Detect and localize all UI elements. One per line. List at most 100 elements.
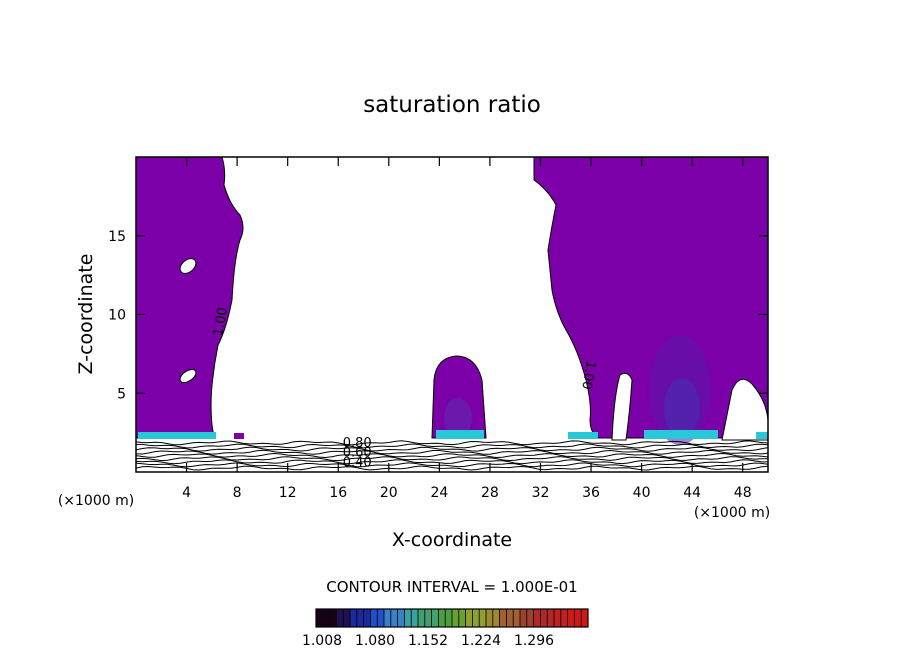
colorbar-cell xyxy=(445,609,453,627)
x-tick-label: 4 xyxy=(182,485,191,501)
hole-1 xyxy=(179,258,197,274)
colorbar-cell xyxy=(418,609,426,627)
y-tick-label: 5 xyxy=(117,386,126,402)
colorbar-cell xyxy=(513,609,521,627)
contour-label: 1.00 xyxy=(211,306,231,337)
small-patch xyxy=(234,433,244,439)
x-tick-label: 48 xyxy=(734,485,752,501)
colorbar-cell xyxy=(581,609,589,627)
colorbar-cell xyxy=(560,609,569,627)
colorbar-cell xyxy=(533,609,541,627)
x-tick-label: 16 xyxy=(329,485,347,501)
contour-line xyxy=(135,456,768,462)
colorbar-labels: 1.008 1.080 1.152 1.224 1.296 xyxy=(302,633,554,649)
center-cloud-core xyxy=(444,398,472,438)
colorbar-cell xyxy=(452,609,460,627)
colorbar-cell xyxy=(329,609,337,627)
supersaturated-regions xyxy=(135,156,769,445)
contour-lines xyxy=(135,440,769,471)
contour-label: 1.00 xyxy=(578,359,598,390)
hole-4 xyxy=(721,378,769,441)
colorbar-cell xyxy=(404,609,412,627)
colorbar-cell xyxy=(479,609,487,627)
colorbar-cell xyxy=(356,609,365,627)
colorbar-cell xyxy=(316,609,324,627)
y-axis-ticks: 5 10 15 xyxy=(108,229,768,402)
colorbar-cell xyxy=(377,609,385,627)
y-tick-label: 10 xyxy=(108,308,126,324)
colorbar-cell xyxy=(506,609,514,627)
cyan-strip-edge xyxy=(756,432,768,439)
colorbar-cell xyxy=(547,609,555,627)
colorbar-tick-label: 1.080 xyxy=(355,633,395,649)
contour-labels: 0.800.600.40 1.00 1.00 xyxy=(211,306,598,470)
colorbar-cell xyxy=(458,609,467,627)
colorbar-tick-label: 1.224 xyxy=(461,633,501,649)
colorbar-cell xyxy=(343,609,351,627)
x-tick-label: 28 xyxy=(481,485,499,501)
cyan-strip-right2 xyxy=(644,430,718,439)
x-tick-label: 36 xyxy=(582,485,600,501)
y-axis-label: Z-coordinate xyxy=(75,254,97,375)
contour-label: 0.60 xyxy=(343,445,372,460)
colorbar xyxy=(315,608,589,628)
region-right xyxy=(533,156,769,439)
x-units-left: (×1000 m) xyxy=(58,493,134,509)
contour-line xyxy=(135,449,769,455)
x-tick-label: 8 xyxy=(233,485,242,501)
colorbar-tick-label: 1.152 xyxy=(408,633,448,649)
region-left xyxy=(135,156,244,439)
contour-line xyxy=(135,462,769,468)
colorbar-cell xyxy=(472,609,480,627)
colorbar-cell xyxy=(554,609,562,627)
higher-ratio-core xyxy=(664,378,700,438)
x-tick-label: 40 xyxy=(633,485,651,501)
colorbar-cell xyxy=(526,609,535,627)
colorbar-cell xyxy=(499,609,507,627)
colorbar-frame xyxy=(315,608,589,628)
colorbar-cell xyxy=(492,609,501,627)
colorbar-cell xyxy=(336,609,344,627)
x-units-right: (×1000 m) xyxy=(694,505,770,521)
x-tick-label: 44 xyxy=(683,485,701,501)
hole-3 xyxy=(611,372,633,441)
x-tick-label: 32 xyxy=(532,485,550,501)
colorbar-cell xyxy=(438,609,446,627)
colorbar-cell xyxy=(431,609,439,627)
colorbar-cell xyxy=(486,609,494,627)
plot-area: 0.800.600.401.001.00 4 8 12 16 20 24 28 32 36 40 4… xyxy=(108,156,769,501)
contour-line xyxy=(135,465,769,471)
colorbar-cell xyxy=(363,609,371,627)
colorbar-cell xyxy=(322,609,331,627)
contour-line xyxy=(135,440,769,446)
colorbar-cell xyxy=(520,609,528,627)
cyan-strip-left xyxy=(138,432,216,439)
contour-line xyxy=(135,446,769,452)
colorbar-cell xyxy=(465,609,473,627)
chart-title: saturation ratio xyxy=(363,92,541,118)
colorbar-cell xyxy=(350,609,358,627)
x-axis-ticks: 4 8 12 16 20 24 28 32 36 40 44 48 xyxy=(182,157,752,501)
x-tick-label: 24 xyxy=(430,485,448,501)
contour-line xyxy=(135,452,769,459)
contour-label: 0.80 xyxy=(343,436,372,451)
x-axis-label: X-coordinate xyxy=(392,529,512,551)
colorbar-cell xyxy=(411,609,419,627)
contour-label: 0.40 xyxy=(343,455,372,470)
contour-interval-text: CONTOUR INTERVAL = 1.000E-01 xyxy=(326,578,577,596)
colorbar-cell xyxy=(370,609,378,627)
cyan-strip-right1 xyxy=(568,432,598,439)
y-tick-label: 15 xyxy=(108,229,126,245)
higher-ratio-plume xyxy=(650,335,710,445)
colorbar-cell xyxy=(574,609,582,627)
colorbar-cell xyxy=(540,609,548,627)
hole-2 xyxy=(179,368,197,384)
colorbar-tick-label: 1.008 xyxy=(302,633,342,649)
colorbar-cell xyxy=(397,609,405,627)
colorbar-cell xyxy=(567,609,575,627)
colorbar-cell xyxy=(390,609,399,627)
colorbar-cell xyxy=(424,609,433,627)
x-tick-label: 12 xyxy=(279,485,297,501)
x-tick-label: 20 xyxy=(380,485,398,501)
